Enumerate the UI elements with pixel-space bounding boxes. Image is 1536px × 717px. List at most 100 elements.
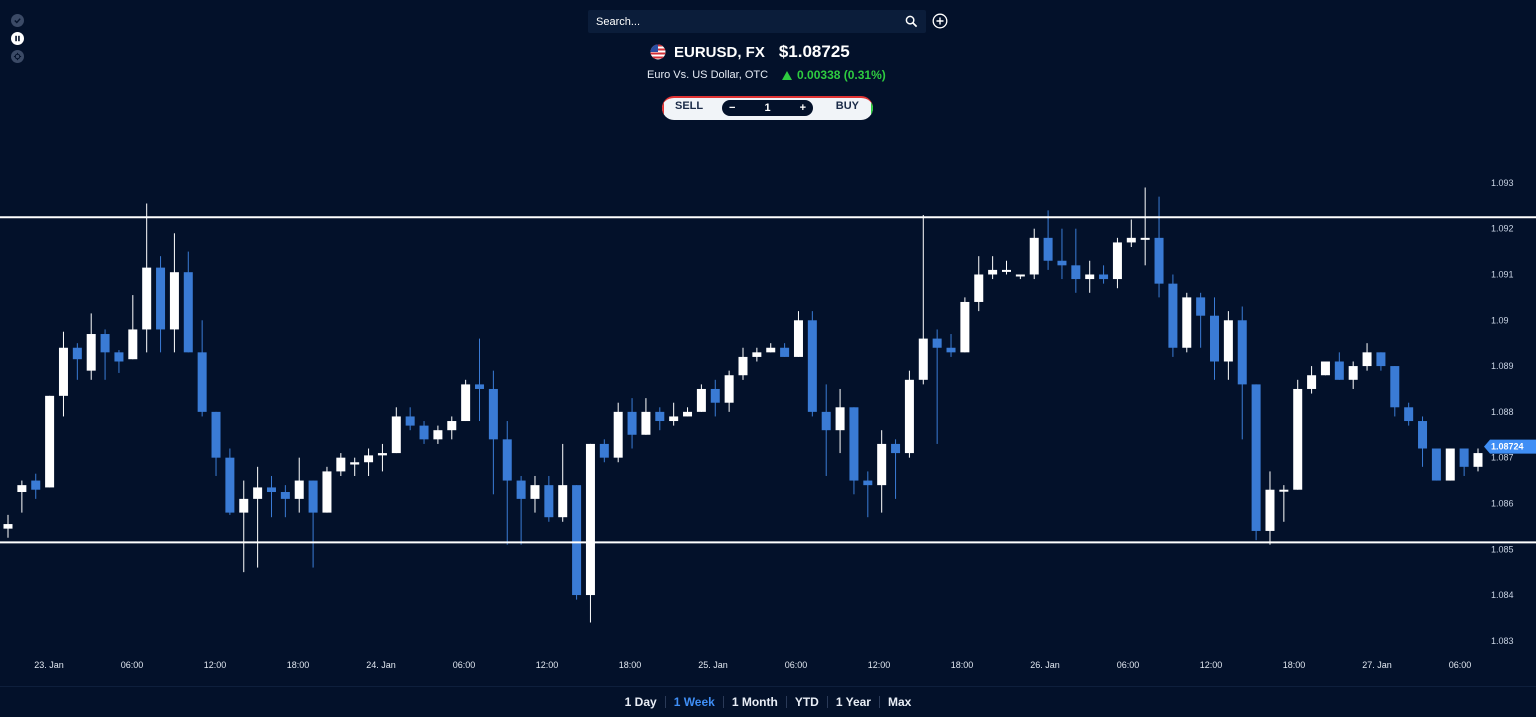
x-tick-label: 23. Jan — [34, 660, 64, 670]
candle-body — [433, 430, 443, 440]
range-separator — [664, 696, 666, 708]
y-tick-label: 1.088 — [1491, 407, 1514, 417]
candle-body — [1043, 237, 1053, 261]
candle-body — [308, 480, 318, 513]
x-tick-label: 06:00 — [785, 660, 808, 670]
candle-body — [960, 301, 970, 353]
price-chart[interactable]: 1.093 1.092 1.091 1.09 1.089 1.088 1.087 1.086 1… — [0, 150, 1536, 680]
candle-body — [683, 411, 693, 417]
x-tick-label: 12:00 — [204, 660, 227, 670]
candle-body — [1182, 297, 1192, 348]
price-change-value: 0.00338 (0.31%) — [797, 68, 886, 82]
range-button[interactable]: 1 Week — [673, 695, 715, 709]
y-tick-label: 1.083 — [1491, 636, 1514, 646]
candle-body — [1112, 242, 1122, 280]
x-tick-label: 06:00 — [1117, 660, 1140, 670]
candle-body — [1265, 489, 1275, 531]
range-button[interactable]: 1 Year — [835, 695, 871, 709]
range-button[interactable]: 1 Month — [731, 695, 778, 709]
candle-body — [1362, 352, 1372, 367]
x-tick-label: 18:00 — [287, 660, 310, 670]
candle-body — [544, 485, 554, 518]
candle-body — [336, 457, 346, 472]
candle-body — [1404, 407, 1414, 422]
current-price-tag — [1484, 439, 1536, 454]
y-tick-label: 1.085 — [1491, 544, 1514, 554]
y-tick-label: 1.086 — [1491, 498, 1514, 508]
candle-body — [1376, 352, 1386, 367]
check-icon[interactable] — [11, 14, 24, 27]
candle-body — [849, 407, 859, 481]
range-separator — [785, 696, 787, 708]
y-tick-label: 1.091 — [1491, 269, 1514, 279]
symbol-price: $1.08725 — [778, 42, 850, 61]
add-circle-icon[interactable] — [932, 13, 948, 29]
candle-body — [752, 352, 762, 357]
candle-body — [655, 411, 665, 422]
x-tick-label: 26. Jan — [1030, 660, 1060, 670]
settings-icon[interactable] — [11, 50, 24, 63]
x-tick-label: 12:00 — [1200, 660, 1223, 670]
candle-body — [793, 320, 803, 357]
candle-body — [211, 411, 221, 458]
search-box[interactable]: Search... — [588, 10, 926, 33]
increase-quantity-button[interactable]: + — [799, 102, 806, 114]
candle-body — [696, 388, 706, 412]
y-tick-label: 1.089 — [1491, 361, 1514, 371]
candle-body — [405, 416, 415, 426]
range-button[interactable]: YTD — [794, 695, 819, 709]
candle-body — [1126, 237, 1136, 243]
candle-body — [891, 443, 901, 454]
y-tick-label: 1.092 — [1491, 224, 1514, 234]
candle-body — [613, 411, 623, 458]
buy-button[interactable]: BUY — [835, 100, 859, 112]
candle-body — [364, 455, 374, 463]
candle-body — [31, 480, 41, 490]
decrease-quantity-button[interactable]: − — [729, 102, 736, 114]
y-tick-label: 1.09 — [1491, 315, 1509, 325]
candle-body — [558, 485, 568, 518]
candle-body — [1390, 366, 1400, 408]
candle-body — [516, 480, 526, 499]
candle-body — [45, 395, 55, 488]
candle-body — [780, 347, 790, 357]
candle-body — [1196, 297, 1206, 316]
candle-body — [169, 272, 179, 330]
candle-body — [1015, 274, 1025, 277]
candle-body — [350, 462, 360, 465]
candle-body — [1001, 269, 1011, 272]
candle-body — [294, 480, 304, 499]
candle-body — [599, 443, 609, 458]
current-price-label: 1.08724 — [1491, 442, 1524, 452]
candle-body — [1237, 320, 1247, 385]
candle-body — [1418, 421, 1428, 449]
sell-accent-edge — [662, 98, 665, 120]
candle-body — [322, 471, 332, 513]
candle-body — [280, 492, 290, 499]
range-separator — [722, 696, 724, 708]
range-selector: 1 Day 1 Week 1 Month YTD 1 Year Max — [0, 686, 1536, 717]
search-icon[interactable] — [905, 15, 918, 28]
candle-body — [1154, 237, 1164, 284]
search-input[interactable]: Search... — [596, 15, 641, 28]
pause-icon[interactable] — [11, 32, 24, 45]
candle-body — [1320, 361, 1330, 376]
candle-body — [710, 388, 720, 403]
candle-body — [904, 379, 914, 454]
y-tick-label: 1.084 — [1491, 590, 1514, 600]
candle-body — [572, 485, 582, 596]
symbol-subheader: Euro Vs. US Dollar, OTC 0.00338 (0.31%) — [647, 67, 886, 83]
candle-body — [3, 524, 13, 529]
candle-body — [946, 347, 956, 353]
sell-button[interactable]: SELL — [675, 100, 704, 112]
candle-body — [1334, 361, 1344, 380]
quantity-value[interactable]: 1 — [764, 102, 771, 114]
candle-body — [475, 384, 485, 389]
x-tick-label: 24. Jan — [366, 660, 396, 670]
x-tick-label: 06:00 — [453, 660, 476, 670]
candle-body — [488, 388, 498, 440]
range-button[interactable]: 1 Day — [624, 695, 657, 709]
candle-body — [669, 416, 679, 422]
candle-body — [142, 267, 152, 330]
range-button[interactable]: Max — [887, 695, 912, 709]
